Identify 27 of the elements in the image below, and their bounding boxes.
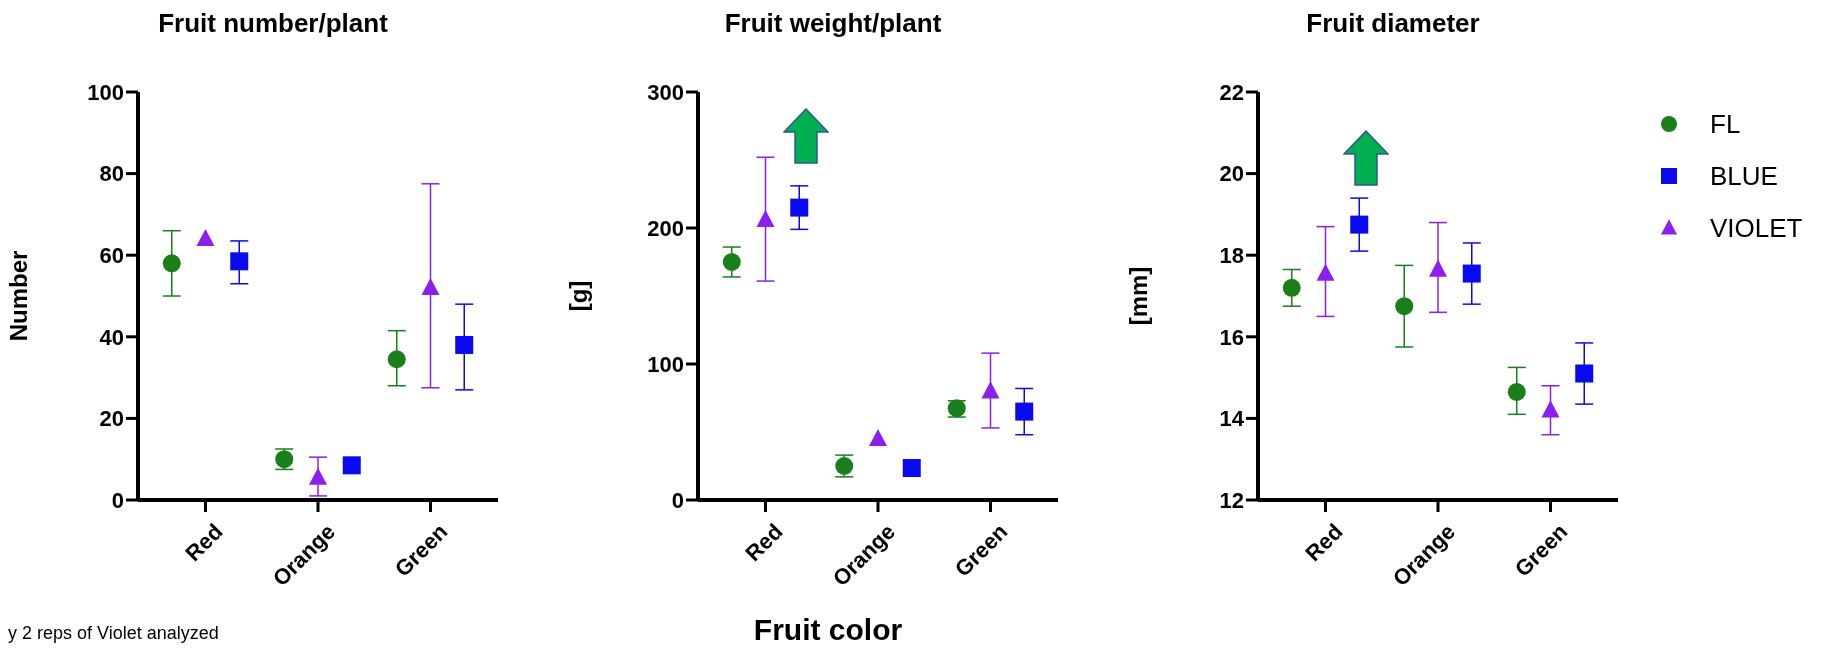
- y-axis-title: [mm]: [1124, 266, 1152, 326]
- y-tick-label: 60: [99, 243, 124, 269]
- y-tick-label: 16: [1219, 324, 1244, 350]
- chart-title: Fruit weight/plant: [723, 8, 943, 38]
- y-axis-title: Number: [4, 250, 32, 342]
- legend-label: FL: [1710, 108, 1741, 140]
- y-tick-label: 0: [671, 487, 684, 513]
- y-tick-label: 14: [1219, 406, 1245, 432]
- legend-label: VIOLET: [1710, 212, 1803, 244]
- y-tick-label: 20: [1219, 161, 1244, 187]
- legend-label: BLUE: [1710, 160, 1778, 192]
- y-tick-label: 20: [99, 406, 124, 432]
- y-tick-label: 200: [647, 215, 684, 241]
- y-tick-label: 0: [111, 487, 124, 513]
- y-tick-label: 18: [1219, 243, 1244, 269]
- x-axis-title: Fruit color: [752, 613, 904, 647]
- text: y 2 reps of Violet analyzed: [8, 623, 219, 644]
- y-tick-label: 80: [99, 161, 124, 187]
- y-tick-label: 100: [87, 79, 124, 105]
- chart-title: Fruit diameter: [1305, 8, 1481, 38]
- y-axis-title: [g]: [564, 280, 592, 312]
- y-tick-label: 40: [99, 324, 124, 350]
- chart-title: Fruit number/plant: [158, 8, 388, 38]
- y-tick-label: 300: [647, 79, 684, 105]
- y-tick-label: 22: [1219, 79, 1244, 105]
- y-tick-label: 100: [647, 351, 684, 377]
- y-tick-label: 12: [1219, 487, 1244, 513]
